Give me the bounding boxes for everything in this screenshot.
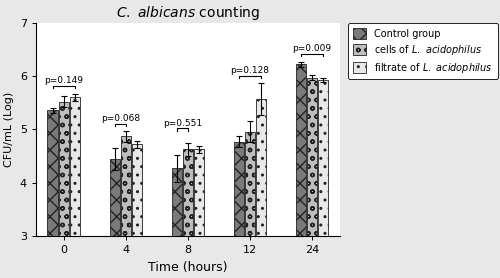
Text: p=0.149: p=0.149 [44, 76, 84, 85]
Bar [58, 102, 69, 236]
Legend: Control group, cells of $\mathit{L.\ acidophilus}$, filtrate of $\mathit{L.\ aci: Control group, cells of $\mathit{L.\ aci… [348, 23, 498, 80]
Bar [296, 64, 306, 236]
X-axis label: Time (hours): Time (hours) [148, 261, 228, 274]
Text: p=0.068: p=0.068 [100, 114, 140, 123]
Bar [307, 78, 317, 236]
Bar [183, 149, 193, 236]
Bar [70, 98, 80, 236]
Bar [234, 142, 244, 236]
Bar [132, 145, 142, 236]
Text: p=0.128: p=0.128 [230, 66, 270, 75]
Title: $\mathit{C.\ albicans}$ counting: $\mathit{C.\ albicans}$ counting [116, 4, 260, 22]
Text: p=0.009: p=0.009 [292, 44, 332, 53]
Bar [245, 131, 255, 236]
Bar [48, 110, 58, 236]
Bar [256, 98, 266, 236]
Y-axis label: CFU/mL (Log): CFU/mL (Log) [4, 92, 14, 167]
Bar [172, 168, 182, 236]
Bar [194, 149, 204, 236]
Bar [120, 136, 131, 236]
Bar [110, 159, 120, 236]
Bar [318, 80, 328, 236]
Text: p=0.551: p=0.551 [163, 119, 202, 128]
